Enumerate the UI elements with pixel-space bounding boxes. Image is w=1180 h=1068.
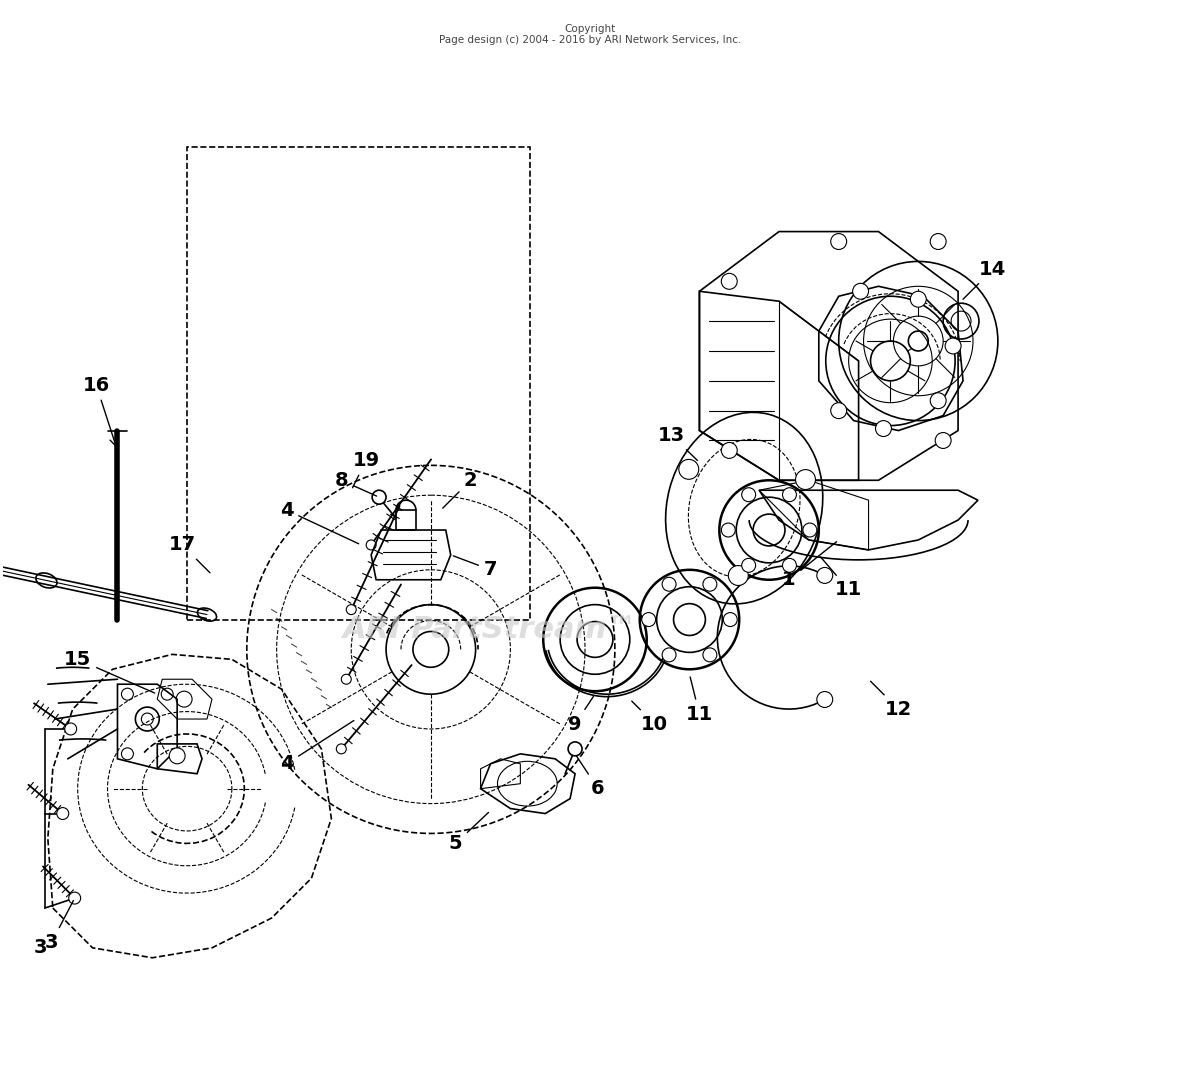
- Circle shape: [782, 488, 796, 502]
- Text: 1: 1: [782, 541, 837, 590]
- Text: 4: 4: [280, 721, 354, 773]
- Circle shape: [65, 723, 77, 735]
- Text: 17: 17: [169, 535, 210, 572]
- Text: 3: 3: [34, 939, 47, 957]
- Circle shape: [678, 459, 699, 480]
- Text: 2: 2: [442, 471, 478, 508]
- Circle shape: [346, 604, 356, 614]
- Circle shape: [703, 578, 716, 592]
- Text: 4: 4: [280, 501, 359, 544]
- Text: 9: 9: [569, 696, 594, 734]
- Circle shape: [68, 892, 80, 905]
- Circle shape: [795, 470, 815, 489]
- Circle shape: [721, 442, 738, 458]
- Text: 11: 11: [820, 557, 863, 599]
- Text: 11: 11: [686, 677, 713, 723]
- Circle shape: [802, 523, 817, 537]
- Circle shape: [945, 339, 961, 354]
- Text: 14: 14: [963, 260, 1007, 299]
- Circle shape: [817, 692, 833, 707]
- Text: 10: 10: [631, 701, 668, 734]
- Circle shape: [910, 292, 926, 308]
- Circle shape: [372, 490, 386, 504]
- Circle shape: [336, 744, 346, 754]
- Circle shape: [728, 566, 748, 585]
- Circle shape: [936, 433, 951, 449]
- Circle shape: [568, 742, 582, 756]
- Circle shape: [831, 403, 847, 419]
- Circle shape: [413, 631, 448, 668]
- Circle shape: [723, 613, 738, 627]
- Text: 15: 15: [64, 649, 155, 693]
- Circle shape: [176, 691, 192, 707]
- Circle shape: [930, 393, 946, 409]
- Text: 12: 12: [871, 681, 912, 719]
- Text: 6: 6: [577, 756, 605, 798]
- Circle shape: [662, 578, 676, 592]
- Circle shape: [831, 234, 847, 250]
- Circle shape: [366, 540, 376, 550]
- Circle shape: [341, 674, 352, 685]
- Circle shape: [930, 234, 946, 250]
- Text: 7: 7: [453, 555, 497, 579]
- Text: Copyright
Page design (c) 2004 - 2016 by ARI Network Services, Inc.: Copyright Page design (c) 2004 - 2016 by…: [439, 23, 741, 46]
- Circle shape: [169, 748, 185, 764]
- Text: ARI PartStream™: ARI PartStream™: [343, 615, 638, 644]
- Text: 13: 13: [658, 426, 697, 460]
- Circle shape: [853, 283, 868, 299]
- Circle shape: [662, 648, 676, 662]
- Circle shape: [817, 567, 833, 583]
- Text: 5: 5: [448, 813, 489, 853]
- Circle shape: [703, 648, 716, 662]
- Circle shape: [57, 807, 68, 819]
- Circle shape: [876, 421, 891, 437]
- Text: 16: 16: [83, 376, 118, 446]
- Circle shape: [742, 488, 755, 502]
- Circle shape: [642, 613, 656, 627]
- Text: 19: 19: [353, 451, 380, 488]
- Circle shape: [721, 273, 738, 289]
- Circle shape: [742, 559, 755, 572]
- Text: 3: 3: [45, 900, 73, 952]
- Text: 8: 8: [334, 471, 376, 496]
- Circle shape: [909, 331, 929, 351]
- Circle shape: [782, 559, 796, 572]
- Circle shape: [721, 523, 735, 537]
